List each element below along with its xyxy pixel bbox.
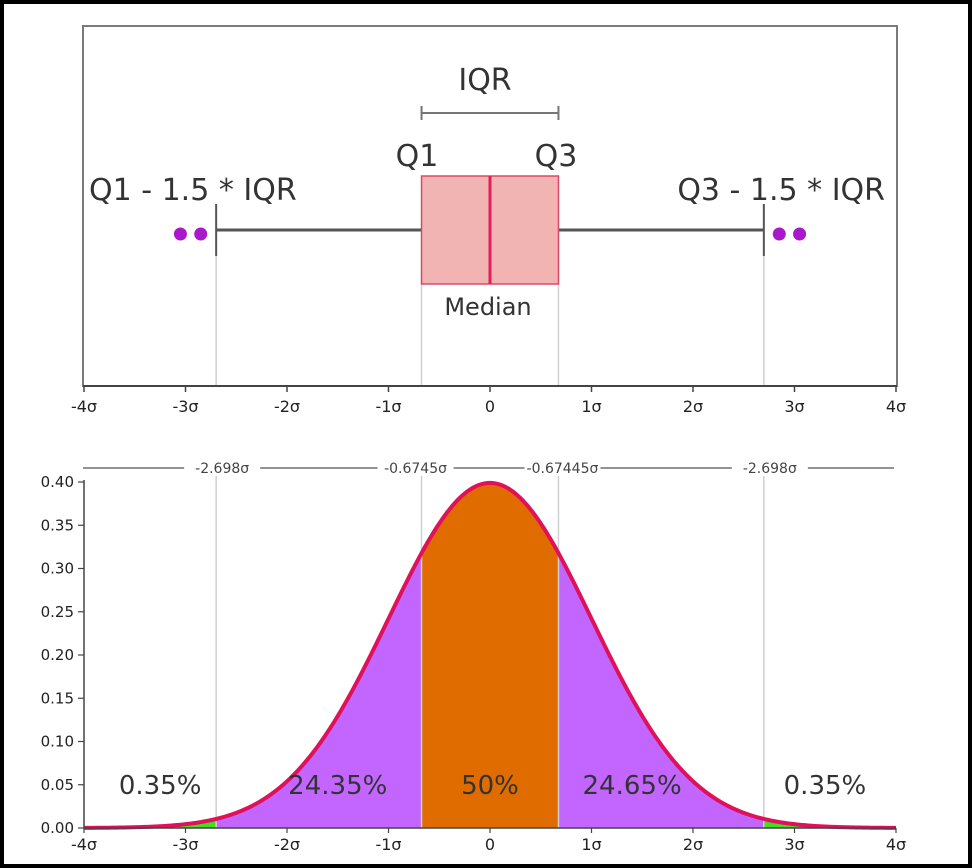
boxplot-marks — [173, 106, 807, 285]
boxplot-x-tick-label: -1σ — [375, 397, 401, 416]
lower-fence-label: Q1 - 1.5 * IQR — [89, 173, 297, 208]
boundary-label: -2.698σ — [743, 461, 797, 477]
boxplot-x-tick-label: 3σ — [784, 397, 804, 416]
boundary-label-bg — [524, 460, 601, 476]
boxplot-x-tick-label: 4σ — [886, 397, 906, 416]
boundary-label: -0.67445σ — [527, 461, 599, 477]
density-y-tick-label: 0.30 — [41, 560, 74, 578]
density-x-tick-label: -3σ — [172, 835, 198, 854]
density-y-tick-label: 0.20 — [41, 646, 74, 664]
density-y-tick-label: 0.05 — [41, 776, 74, 794]
boxplot-x-tick-label: 0 — [485, 397, 495, 416]
boundary-label-bg — [184, 460, 261, 476]
region-percent-label: 0.35% — [119, 771, 202, 801]
outlier-point — [793, 227, 807, 241]
figure-frame: IQR Q1 Q3 Q1 - 1.5 * IQR Q3 - 1.5 * IQR … — [4, 4, 968, 864]
boxplot-x-tick-label: -3σ — [172, 397, 198, 416]
outlier-point — [772, 227, 786, 241]
density-guide-lines — [215, 468, 765, 828]
boundary-label-bg — [731, 460, 808, 476]
density-region-fill — [421, 482, 559, 828]
boundary-labels: -2.698σ -0.6745σ -0.67445σ -2.698σ — [83, 460, 894, 477]
q3-label: Q3 — [535, 139, 578, 174]
density-x-tick-label: -4σ — [71, 835, 97, 854]
boxplot-x-tick-label: -4σ — [71, 397, 97, 416]
boundary-label: -0.6745σ — [384, 461, 447, 477]
density-axes: 0.40 0.35 0.30 0.25 0.20 0.15 0.10 0.05 0.00-4σ -… — [41, 473, 907, 854]
boxplot-x-tick-label: -2σ — [274, 397, 300, 416]
boxplot-x-tick-label: 1σ — [581, 397, 601, 416]
density-y-tick-label: 0.35 — [41, 516, 74, 534]
outlier-point — [173, 227, 187, 241]
density-x-tick-label: -1σ — [375, 835, 401, 854]
density-x-tick-label: 0 — [485, 835, 495, 854]
density-region-labels: 0.35% 24.35% 50% 24.65% 0.35% — [119, 771, 866, 801]
upper-fence-label: Q3 - 1.5 * IQR — [677, 173, 885, 208]
density-y-tick-label: 0.15 — [41, 689, 74, 707]
density-y-tick-label: 0.25 — [41, 603, 74, 621]
region-percent-label: 50% — [461, 771, 519, 801]
density-x-tick-label: 3σ — [784, 835, 804, 854]
boxplot-x-tick-label: 2σ — [683, 397, 703, 416]
density-region-fill — [558, 553, 764, 828]
density-y-tick-label: 0.40 — [41, 473, 74, 491]
boundary-label-bg — [377, 460, 454, 476]
density-x-tick-label: 1σ — [581, 835, 601, 854]
density-x-tick-label: 4σ — [886, 835, 906, 854]
region-percent-label: 0.35% — [784, 771, 867, 801]
region-percent-label: 24.35% — [288, 771, 387, 801]
boxplot-x-axis: -4σ -3σ -2σ -1σ 0 1σ 2σ 3σ 4σ — [71, 385, 906, 416]
q1-label: Q1 — [396, 139, 439, 174]
median-label: Median — [444, 293, 531, 321]
density-panel: 0.35% 24.35% 50% 24.65% 0.35% -2.698σ -0.6745… — [41, 460, 907, 854]
outlier-point — [194, 227, 208, 241]
density-y-tick-label: 0.00 — [41, 819, 74, 837]
boundary-label: -2.698σ — [195, 461, 249, 477]
region-percent-label: 24.65% — [583, 771, 682, 801]
density-region-fill — [216, 553, 422, 828]
iqr-label: IQR — [458, 63, 511, 98]
figure-canvas: IQR Q1 Q3 Q1 - 1.5 * IQR Q3 - 1.5 * IQR … — [41, 25, 907, 854]
boxplot-panel: IQR Q1 Q3 Q1 - 1.5 * IQR Q3 - 1.5 * IQR … — [71, 25, 906, 416]
density-x-tick-label: 2σ — [683, 835, 703, 854]
density-x-tick-label: -2σ — [274, 835, 300, 854]
density-curve — [83, 480, 897, 830]
density-y-tick-label: 0.10 — [41, 733, 74, 751]
